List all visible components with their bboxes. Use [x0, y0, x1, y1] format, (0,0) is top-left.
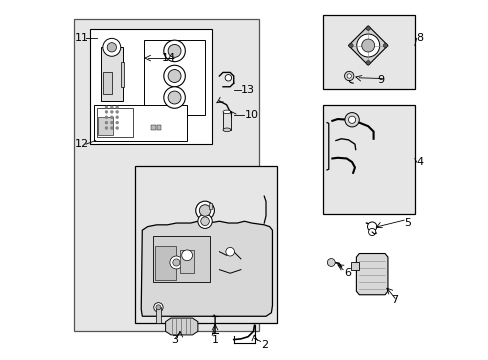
Circle shape	[116, 121, 119, 124]
Bar	[97, 108, 133, 137]
Text: 11: 11	[75, 33, 89, 43]
Circle shape	[168, 44, 181, 57]
Text: 10: 10	[244, 111, 258, 121]
Bar	[151, 126, 155, 130]
Bar	[153, 235, 210, 282]
Circle shape	[361, 39, 374, 52]
Bar	[323, 105, 414, 214]
Bar	[98, 117, 112, 135]
Circle shape	[105, 127, 108, 130]
Circle shape	[110, 121, 113, 124]
Circle shape	[110, 127, 113, 130]
Bar	[74, 19, 258, 330]
Bar	[323, 15, 414, 89]
Bar	[180, 250, 194, 273]
Bar	[102, 72, 112, 94]
Circle shape	[366, 26, 369, 31]
Polygon shape	[141, 221, 272, 316]
Ellipse shape	[223, 128, 230, 132]
Bar	[209, 203, 211, 209]
Text: 6: 6	[344, 268, 350, 278]
Circle shape	[116, 111, 119, 113]
Circle shape	[224, 75, 231, 81]
Circle shape	[105, 116, 108, 119]
Circle shape	[366, 60, 369, 65]
Circle shape	[367, 222, 376, 231]
Circle shape	[116, 116, 119, 119]
Circle shape	[201, 217, 209, 226]
Bar	[223, 112, 230, 130]
Text: 7: 7	[391, 295, 398, 305]
Text: 9: 9	[376, 75, 384, 85]
Circle shape	[172, 259, 180, 266]
Circle shape	[163, 87, 185, 108]
Circle shape	[182, 250, 192, 261]
Bar	[121, 62, 124, 87]
Polygon shape	[356, 253, 387, 295]
Circle shape	[153, 303, 163, 312]
Text: 3: 3	[171, 334, 178, 345]
Circle shape	[344, 71, 353, 81]
Text: 8: 8	[416, 33, 423, 43]
Circle shape	[110, 106, 113, 109]
Circle shape	[163, 40, 185, 62]
Circle shape	[105, 121, 108, 124]
Circle shape	[168, 69, 181, 82]
Circle shape	[348, 116, 355, 123]
Circle shape	[102, 39, 121, 56]
Text: 1: 1	[212, 334, 219, 345]
Bar	[144, 40, 204, 116]
Polygon shape	[350, 262, 359, 270]
Circle shape	[105, 111, 108, 113]
Circle shape	[346, 74, 351, 78]
Circle shape	[356, 34, 379, 57]
Circle shape	[110, 116, 113, 119]
Circle shape	[169, 256, 183, 269]
Bar	[156, 307, 160, 323]
Circle shape	[368, 228, 375, 235]
Ellipse shape	[223, 110, 230, 114]
Polygon shape	[348, 26, 387, 65]
Bar	[135, 166, 276, 323]
Text: 14: 14	[162, 53, 176, 63]
Bar	[101, 47, 122, 101]
Polygon shape	[165, 318, 198, 335]
Circle shape	[116, 106, 119, 109]
Circle shape	[195, 201, 214, 220]
Bar	[90, 30, 212, 144]
Text: 4: 4	[416, 157, 423, 167]
Bar	[155, 246, 176, 280]
Bar	[156, 126, 161, 130]
Circle shape	[116, 127, 119, 130]
Bar	[94, 105, 187, 140]
Circle shape	[156, 305, 161, 310]
Text: 2: 2	[260, 340, 267, 350]
Circle shape	[110, 111, 113, 113]
Circle shape	[326, 258, 335, 266]
Circle shape	[199, 205, 210, 216]
Circle shape	[107, 42, 116, 52]
Circle shape	[344, 113, 359, 127]
Circle shape	[198, 214, 212, 228]
Circle shape	[163, 65, 185, 87]
Text: 13: 13	[241, 85, 254, 95]
Circle shape	[225, 247, 234, 256]
Text: 12: 12	[75, 139, 89, 149]
Circle shape	[105, 106, 108, 109]
Circle shape	[168, 91, 181, 104]
Circle shape	[383, 43, 387, 48]
Text: 5: 5	[403, 218, 410, 228]
Circle shape	[348, 43, 352, 48]
